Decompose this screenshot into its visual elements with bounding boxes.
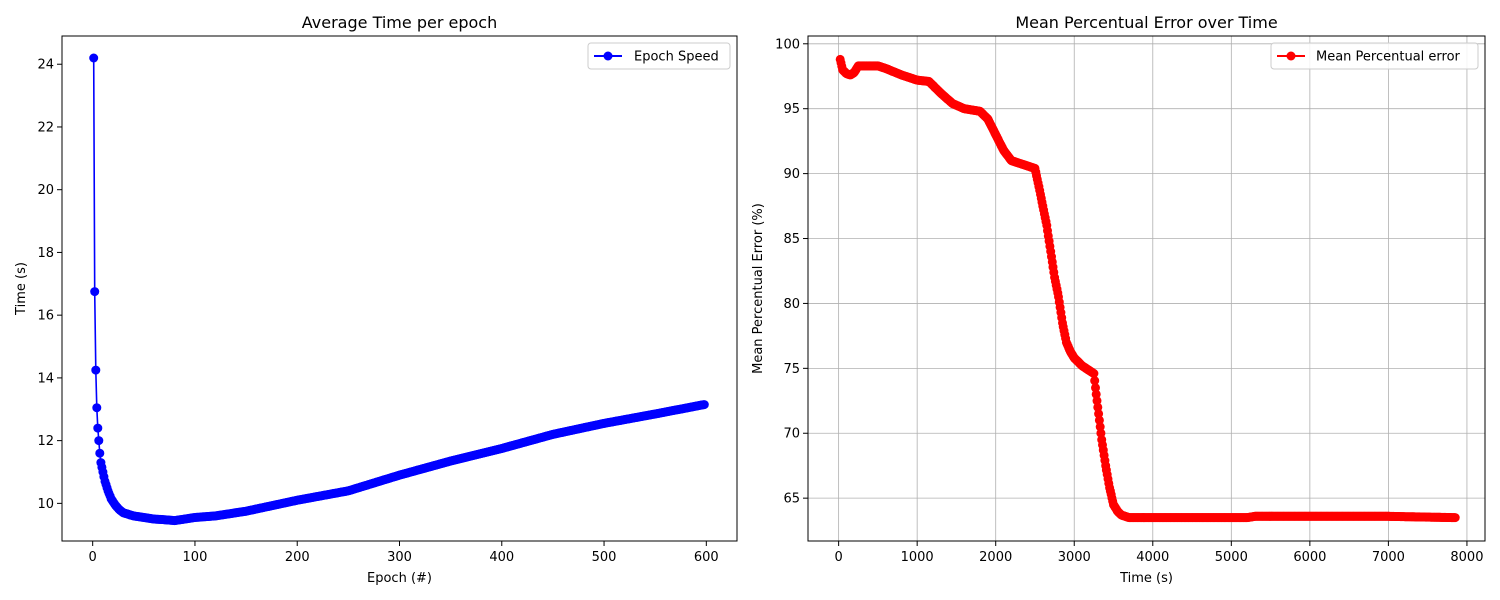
y-tick-label: 18: [37, 246, 54, 261]
plot-area: [808, 36, 1485, 541]
legend-marker: [1286, 51, 1296, 61]
x-tick-label: 300: [387, 550, 412, 565]
x-tick-label: 0: [834, 550, 842, 565]
x-tick-label: 3000: [1058, 550, 1091, 565]
y-tick-label: 100: [775, 37, 800, 52]
chart-title: Average Time per epoch: [302, 13, 497, 32]
x-tick-label: 8000: [1450, 550, 1483, 565]
legend-box: [1270, 42, 1479, 70]
x-tick-label: 1000: [901, 550, 934, 565]
data-point: [95, 448, 105, 458]
y-tick-label: 24: [37, 58, 54, 73]
y-tick-label: 16: [37, 309, 54, 324]
legend-label: Mean Percentual error: [1316, 50, 1461, 65]
x-tick-label: 500: [592, 550, 617, 565]
x-tick-label: 2000: [979, 550, 1012, 565]
x-axis-label: Epoch (#): [367, 571, 432, 586]
legend: Mean Percentual error: [1270, 42, 1479, 70]
y-tick-label: 85: [783, 232, 800, 247]
legend-marker: [603, 51, 613, 61]
panel-mean-error: 0 1000 2000 3000 4000 5000 6000 7000 8000 65 70 75…: [751, 13, 1486, 586]
x-tick-label: 600: [694, 550, 719, 565]
y-tick-label: 65: [783, 492, 800, 507]
data-point: [92, 403, 102, 413]
x-tick-label: 6000: [1293, 550, 1326, 565]
x-ticks: 0 1000 2000 3000 4000 5000 6000 7000 8000: [834, 541, 1483, 565]
y-tick-label: 20: [37, 183, 54, 198]
plot-area: [62, 36, 737, 541]
y-tick-label: 80: [783, 297, 800, 312]
data-point: [699, 400, 709, 410]
x-ticks: 0 100 200 300 400 500 600: [89, 541, 719, 565]
axes-frame: [807, 35, 1486, 542]
legend-box: [587, 42, 731, 70]
data-point: [1091, 383, 1100, 393]
legend-label: Epoch Speed: [634, 50, 719, 65]
series-group: [835, 54, 1460, 523]
x-tick-label: 5000: [1215, 550, 1248, 565]
x-tick-label: 100: [183, 550, 208, 565]
y-tick-label: 75: [783, 362, 800, 377]
data-point: [1089, 369, 1099, 378]
chart-title: Mean Percentual Error over Time: [1015, 13, 1277, 32]
y-tick-label: 95: [783, 102, 800, 117]
series-group: [89, 53, 709, 526]
legend: Epoch Speed: [587, 42, 731, 70]
x-tick-label: 400: [489, 550, 514, 565]
y-axis-label: Mean Percentual Error (%): [751, 203, 766, 374]
panel-epoch-speed: 0 100 200 300 400 500 600 10 12 14 16 18 20 22 24 Ave…: [14, 13, 738, 586]
y-tick-label: 10: [37, 497, 54, 512]
y-ticks: 65 70 75 80 85 90 95 100: [775, 37, 808, 507]
data-point: [90, 287, 100, 297]
y-axis-label: Time (s): [14, 262, 29, 316]
grid: [808, 36, 1485, 541]
data-point: [94, 436, 104, 446]
y-tick-label: 12: [37, 434, 54, 449]
x-axis-label: Time (s): [1119, 571, 1173, 586]
y-tick-label: 22: [37, 120, 54, 135]
y-tick-label: 90: [783, 167, 800, 182]
data-point: [89, 53, 99, 63]
y-ticks: 10 12 14 16 18 20 22 24: [37, 58, 62, 512]
y-tick-label: 70: [783, 427, 800, 442]
data-point: [93, 423, 103, 433]
x-tick-label: 200: [285, 550, 310, 565]
y-tick-label: 14: [37, 371, 54, 386]
x-tick-label: 7000: [1372, 550, 1405, 565]
data-point: [1450, 513, 1460, 523]
data-point: [1090, 376, 1100, 386]
data-point: [91, 365, 101, 375]
x-tick-label: 4000: [1136, 550, 1169, 565]
x-tick-label: 0: [89, 550, 97, 565]
